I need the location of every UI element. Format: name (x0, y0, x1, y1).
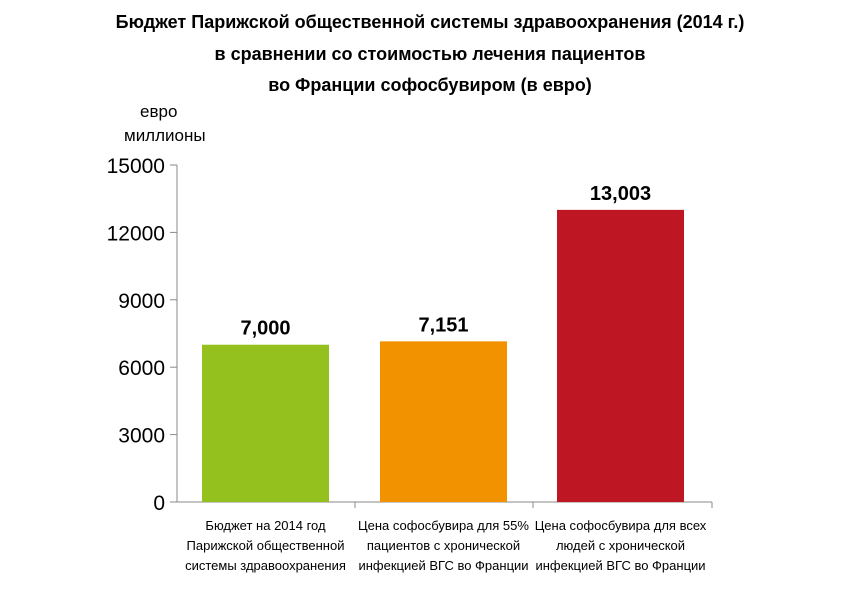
bars (202, 209, 684, 502)
y-tick-label: 6000 (118, 357, 165, 380)
category-label-line: Цена софосбувира для 55% (358, 518, 529, 533)
chart-title-line: в сравнении со стоимостью лечения пациен… (215, 44, 646, 64)
y-axis-unit-label: евро миллионы (124, 102, 206, 145)
y-tick-label: 12000 (107, 222, 165, 245)
bar (380, 341, 507, 502)
y-axis-ticks: 0 3000 6000 9000 12000 15000 (107, 155, 177, 515)
y-tick-label: 15000 (107, 155, 165, 178)
category-label-line: Цена софосбувира для всех (535, 518, 707, 533)
category-label-line: пациентов с хронической (367, 538, 520, 553)
chart-title: Бюджет Парижской общественной системы зд… (116, 12, 745, 95)
y-axis-unit-line: евро (140, 102, 177, 121)
data-label: 7,000 (240, 318, 290, 340)
category-label-line: инфекцией ВГС во Франции (358, 558, 528, 573)
category-label-line: Бюджет на 2014 год (205, 518, 326, 533)
category-label-line: людей с хронической (556, 538, 685, 553)
bar (557, 209, 684, 502)
category-label-line: инфекцией ВГС во Франции (535, 558, 705, 573)
category-labels: Бюджет на 2014 год Парижской общественной… (185, 518, 707, 573)
chart-title-line: во Франции софосбувиром (в евро) (268, 75, 592, 95)
chart-title-line: Бюджет Парижской общественной системы зд… (116, 12, 745, 32)
data-label: 7,151 (418, 314, 468, 336)
y-tick-label: 0 (153, 492, 165, 515)
y-axis-unit-line: миллионы (124, 126, 206, 145)
data-labels: 7,000 7,151 13,003 (240, 183, 651, 340)
data-label: 13,003 (590, 183, 651, 205)
category-label-line: системы здравоохранения (185, 558, 346, 573)
y-tick-label: 9000 (118, 290, 165, 313)
category-label-line: Парижской общественной (187, 538, 345, 553)
bar (202, 344, 329, 502)
y-tick-label: 3000 (118, 425, 165, 448)
